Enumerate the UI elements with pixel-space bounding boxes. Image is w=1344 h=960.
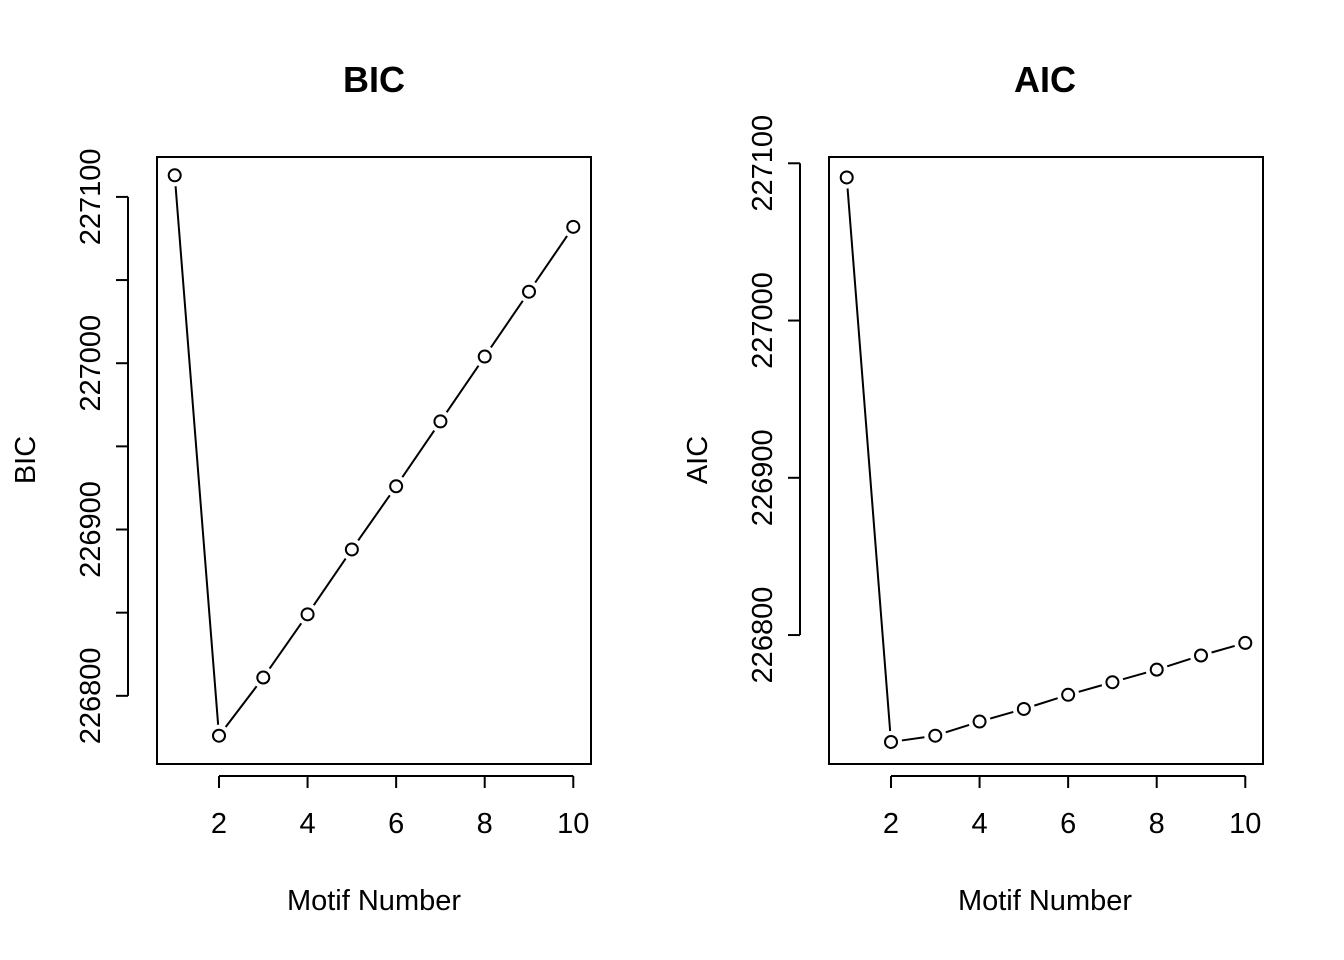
aic-panel: AIC Motif Number AIC 2 4 6 8 102268002269002…: [682, 59, 1264, 917]
bic-chart-title: BIC: [343, 59, 405, 100]
aic-data-marks: 2 4 6 8 10 226800 226900 227000 227100: [747, 115, 1261, 840]
aic-x-tick-label: 2: [883, 808, 899, 840]
bic-data-point: [167, 168, 182, 183]
bic-series-segment: [445, 365, 480, 413]
bic-y-tick-label: 227100: [75, 149, 107, 246]
aic-x-tick-label: 4: [972, 808, 988, 840]
aic-data-point: [1194, 648, 1208, 663]
bic-data-marks: 2 4 6 8 10 226800 226900 227000 227100: [75, 149, 589, 840]
aic-data-point: [839, 170, 854, 185]
bic-x-tick-label: 6: [388, 808, 404, 840]
bic-series-segment: [490, 300, 524, 349]
aic-series-segment: [1166, 657, 1191, 668]
aic-data-point: [1105, 675, 1120, 690]
aic-x-tick-label: 8: [1149, 808, 1165, 840]
bic-y-tick-label: 226800: [75, 647, 107, 744]
bic-x-tick-label: 4: [300, 808, 316, 840]
aic-y-tick-label: 227100: [747, 115, 779, 212]
bic-series-segment: [312, 557, 347, 606]
aic-data-point: [1149, 662, 1164, 677]
aic-data-point: [1061, 687, 1076, 702]
bic-series-segment: [224, 685, 258, 728]
aic-series-segment: [1211, 644, 1235, 654]
aic-series-segment: [1122, 671, 1147, 681]
aic-y-tick-label: 226900: [747, 429, 779, 526]
bic-x-tick-label: 10: [557, 808, 589, 840]
aic-series-segment: [901, 736, 925, 742]
bic-y-tick-label: 227000: [75, 315, 107, 412]
aic-chart-title: AIC: [1014, 59, 1076, 100]
aic-series-segment: [846, 188, 892, 732]
aic-data-point: [1238, 635, 1253, 650]
bic-data-point: [566, 219, 581, 234]
bic-data-point: [389, 479, 404, 494]
aic-series-segment: [1034, 697, 1058, 707]
bic-data-point: [212, 728, 226, 743]
bic-y-tick-label: 226900: [75, 481, 107, 578]
bic-series-segment: [534, 235, 568, 284]
bic-data-point: [477, 349, 492, 364]
aic-y-axis-label: AIC: [682, 436, 714, 484]
aic-data-point: [972, 714, 987, 729]
bic-series-segment: [401, 429, 436, 478]
aic-y-tick-label: 226800: [747, 587, 779, 684]
aic-data-point: [1016, 701, 1031, 716]
aic-plot-frame: [828, 156, 1264, 765]
aic-data-point: [928, 728, 943, 743]
aic-series-segment: [945, 723, 970, 734]
bic-y-axis-label: BIC: [10, 436, 42, 484]
aic-x-tick-label: 10: [1229, 808, 1261, 840]
bic-data-point: [522, 284, 536, 299]
bic-series-segment: [268, 622, 303, 670]
bic-data-point: [256, 670, 271, 685]
bic-series-segment: [174, 186, 220, 725]
bic-plot-frame: [156, 156, 592, 765]
aic-y-tick-label: 227000: [747, 272, 779, 369]
bic-x-tick-label: 2: [211, 808, 227, 840]
aic-series-segment: [989, 711, 1014, 720]
aic-x-tick-label: 6: [1060, 808, 1076, 840]
aic-x-axis-label: Motif Number: [958, 885, 1132, 917]
bic-data-point: [433, 414, 448, 429]
bic-data-point: [300, 607, 315, 622]
bic-data-point: [344, 542, 359, 557]
aic-series-segment: [1078, 684, 1103, 693]
bic-series-segment: [357, 494, 391, 542]
bic-x-tick-label: 8: [477, 808, 493, 840]
bic-panel: BIC Motif Number BIC 2 4 6 8 102268002269002…: [10, 59, 592, 917]
bic-x-axis-label: Motif Number: [287, 885, 461, 917]
aic-data-point: [884, 734, 898, 749]
